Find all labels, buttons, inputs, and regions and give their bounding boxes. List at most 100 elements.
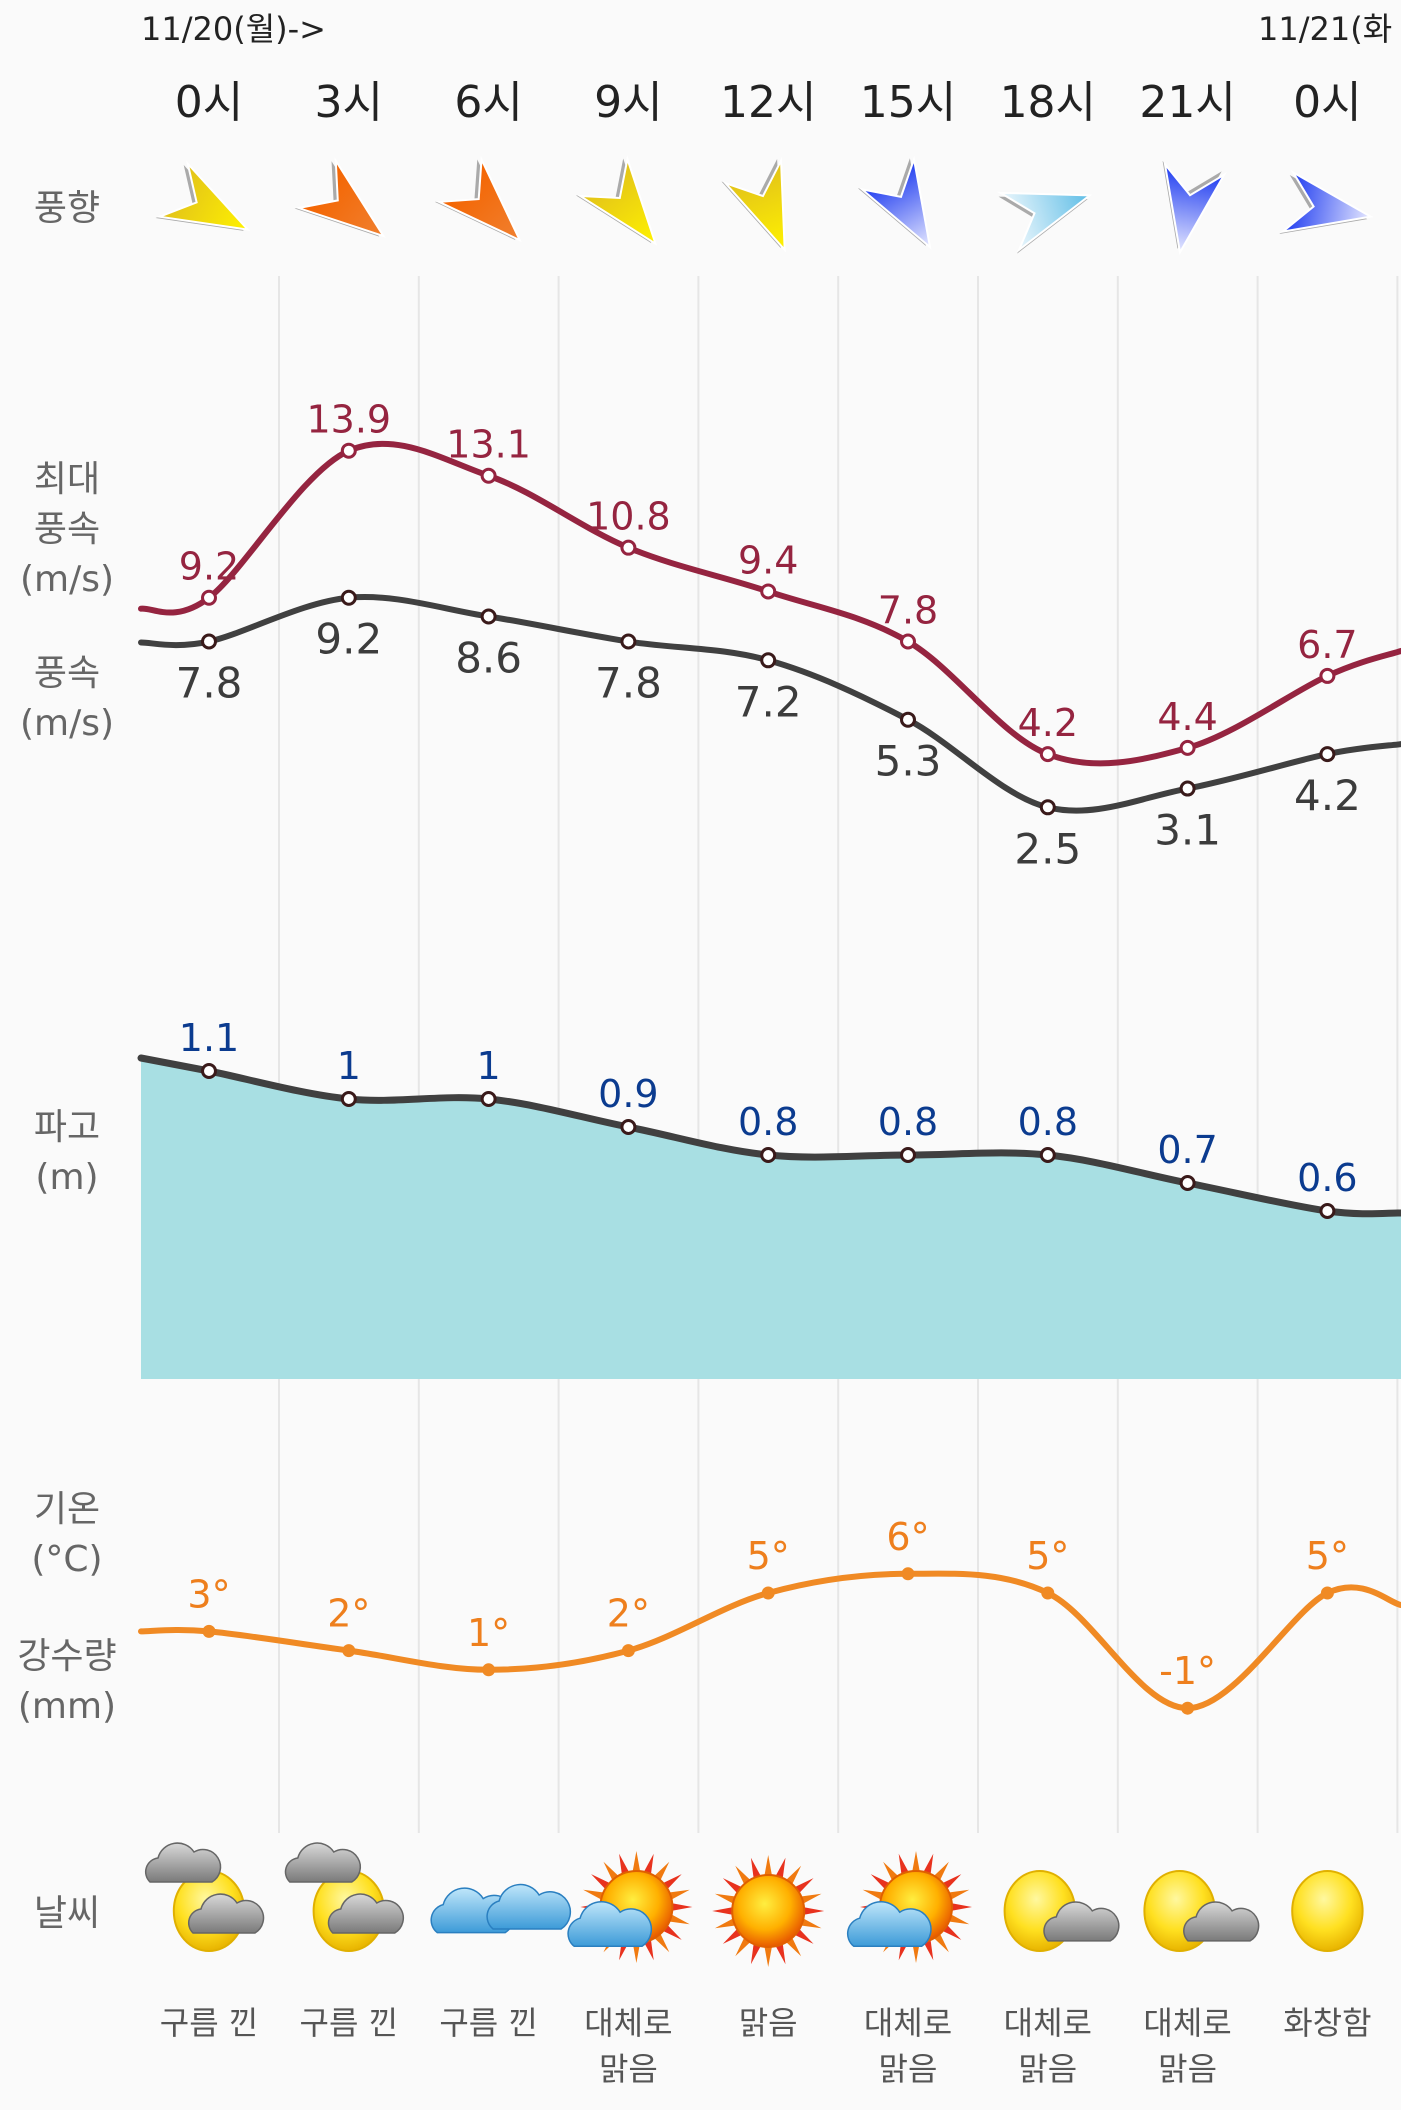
side-label-max-wind: 최대 풍속 (m/s) — [2, 455, 132, 605]
weather-label-line: 맑음 — [1158, 2050, 1218, 2088]
data-point — [1179, 780, 1196, 797]
data-point — [201, 589, 217, 606]
side-label-max-wind-line2: 풍속 — [33, 509, 101, 550]
data-label: 9.2 — [179, 545, 239, 589]
weather-label-line: 맑음 — [598, 2050, 658, 2088]
data-label: 6° — [886, 1515, 929, 1559]
data-point — [201, 1063, 217, 1079]
data-point — [1320, 1586, 1334, 1600]
data-label: 4.2 — [1018, 701, 1078, 745]
data-label: 3° — [187, 1572, 230, 1616]
wind-arrow-icon — [434, 155, 522, 243]
side-label-temp: 기온 (°C) — [2, 1485, 132, 1585]
data-label: 0.7 — [1157, 1128, 1217, 1172]
max-wind-series: 9.2 13.9 13.1 10.8 9.4 7.8 4.2 4.4 6.7 — [138, 398, 1401, 767]
weather-label: 화창함 — [1257, 2000, 1397, 2046]
sun-small-cloud-icon — [1003, 1870, 1120, 1952]
data-point — [1181, 1701, 1195, 1715]
wind-arrow-icon — [1162, 160, 1227, 256]
data-point — [1039, 799, 1056, 816]
data-point — [340, 1091, 357, 1107]
weather-label-line: 구름 낀 — [439, 2004, 538, 2042]
wave-height-series: 1.1 1 1 0.9 0.8 0.8 0.8 0.7 0.6 — [137, 1016, 1401, 1379]
hour-label: 12시 — [719, 77, 817, 128]
data-point — [340, 589, 357, 606]
data-label: 7.2 — [735, 677, 802, 726]
data-point — [480, 1091, 497, 1107]
data-label: 5° — [1026, 1534, 1069, 1578]
weather-label-line: 화창함 — [1283, 2004, 1372, 2042]
side-label-wind-direction: 풍향 — [33, 188, 101, 229]
date-start: 11/20(월)-> — [141, 10, 326, 48]
data-label: 10.8 — [586, 495, 671, 539]
weather-icon-row — [144, 1842, 1364, 1967]
weather-label-line: 맑음 — [878, 2050, 938, 2088]
data-point — [620, 633, 637, 650]
data-label: 1 — [477, 1044, 501, 1088]
data-label: -1° — [1159, 1649, 1216, 1693]
hour-label: 3시 — [314, 77, 384, 128]
wind-arrow-icon — [721, 156, 786, 253]
data-point — [900, 633, 916, 650]
data-point — [201, 633, 217, 650]
weather-label: 맑음 — [698, 2000, 838, 2046]
data-label: 13.9 — [306, 398, 391, 442]
wave-area — [141, 1058, 1401, 1379]
data-label: 13.1 — [446, 423, 531, 467]
wind-arrow-icon — [857, 155, 932, 250]
weather-label-line: 대체로 — [1143, 2004, 1232, 2042]
data-point — [760, 583, 777, 600]
data-label: 6.7 — [1297, 623, 1357, 667]
data-label: 4.2 — [1294, 771, 1361, 820]
side-label-wind-unit: (m/s) — [19, 703, 115, 744]
weather-label: 구름 낀 — [419, 2000, 559, 2046]
data-point — [202, 1624, 216, 1638]
data-point — [760, 1147, 777, 1163]
data-label: 0.9 — [598, 1072, 658, 1116]
hour-label: 6시 — [454, 77, 523, 128]
weather-label-line: 맑음 — [738, 2004, 798, 2042]
hour-label: 0시 — [1293, 77, 1362, 128]
weather-label: 구름 낀 — [139, 2000, 279, 2046]
data-label: 0.8 — [738, 1100, 798, 1144]
hour-label: 0시 — [174, 77, 244, 128]
grid-lines — [278, 276, 1399, 1833]
data-point — [900, 711, 916, 728]
sun-icon — [1291, 1870, 1364, 1952]
data-point — [1179, 1175, 1196, 1191]
weather-label-line: 대체로 — [584, 2004, 673, 2042]
data-label: 2° — [327, 1592, 370, 1636]
data-point — [620, 1119, 637, 1135]
hour-label: 18시 — [999, 77, 1097, 128]
data-label: 7.8 — [595, 659, 662, 708]
data-label: 7.8 — [176, 659, 243, 708]
hour-label: 15시 — [859, 77, 957, 128]
data-label: 2° — [607, 1592, 650, 1636]
cloud-icon — [430, 1883, 572, 1934]
wind-arrow-icon — [996, 191, 1093, 254]
data-point — [480, 608, 497, 625]
side-label-wave-line1: 파고 — [33, 1107, 101, 1148]
data-label: 1.1 — [179, 1016, 239, 1060]
wind-direction-row — [155, 155, 1374, 256]
data-label: 2.5 — [1014, 824, 1081, 873]
date-next: 11/21(화 — [1258, 10, 1393, 48]
data-label: 7.8 — [878, 589, 938, 633]
weather-label-line: 대체로 — [863, 2004, 953, 2042]
sun-cloud-icon — [284, 1842, 405, 1952]
hour-label: 9시 — [594, 77, 663, 128]
side-label-rain-line1: 강수량 — [17, 1636, 117, 1677]
data-point — [621, 1644, 635, 1658]
data-point — [620, 539, 637, 556]
side-label-temp-line1: 기온 — [33, 1489, 101, 1530]
weather-label: 대체로 맑음 — [978, 2000, 1118, 2092]
sun-rays-cloud-icon — [846, 1851, 972, 1963]
data-point — [761, 1586, 775, 1600]
data-label: 9.2 — [315, 615, 382, 664]
data-point — [760, 652, 777, 669]
data-label: 5° — [747, 1534, 790, 1578]
data-label: 1° — [467, 1611, 510, 1655]
side-label-rain: 강수량 (mm) — [2, 1632, 132, 1732]
weather-label-line: 맑음 — [1018, 2050, 1078, 2088]
